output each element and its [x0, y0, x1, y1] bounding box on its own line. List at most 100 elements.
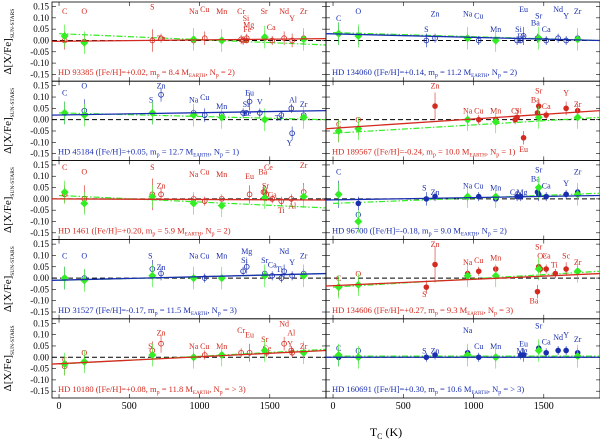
- label-part: = 1): [223, 146, 239, 156]
- element-label: Cu: [474, 12, 483, 21]
- label-part: HD 189567 ([Fe/H]=-0.24, m: [332, 146, 433, 156]
- trend-line: [51, 349, 327, 365]
- element-label: Sr: [262, 181, 269, 190]
- element-label: S: [149, 95, 153, 104]
- element-label: Zn: [157, 328, 166, 337]
- y-axis-title: Δ[X/Fe]SUN-STARS: [2, 167, 16, 233]
- element-label: Zn: [157, 34, 166, 43]
- element-label: Mg: [243, 21, 254, 30]
- y-tick-label: -0.15: [30, 228, 49, 238]
- y-tick-label: 0.05: [33, 341, 49, 351]
- y-axis-title: Δ[X/Fe]SUN-STARS: [2, 9, 16, 75]
- element-label: S: [422, 290, 426, 299]
- y-tick-label: -0.05: [30, 364, 49, 374]
- y-tick-label: 0.00: [33, 352, 49, 362]
- element-label: Na: [189, 251, 199, 260]
- element-label: Zn: [157, 82, 166, 91]
- label-part: = > 3): [223, 384, 246, 394]
- green-diamond: [260, 271, 269, 280]
- green-diamond: [463, 192, 472, 201]
- label-part: p: [435, 311, 438, 317]
- label-part: = 3): [497, 305, 513, 315]
- element-label: Y: [287, 138, 293, 147]
- element-label: Mn: [216, 170, 227, 179]
- y-title-main: Δ[X/Fe]: [2, 355, 14, 391]
- element-label: Zn: [157, 263, 166, 272]
- y-tick-label: 0.10: [33, 250, 49, 260]
- y-title-sub: SUN-STARS: [10, 246, 16, 276]
- green-diamond: [299, 113, 308, 122]
- y-axis-labels: 0.150.100.050.00-0.05-0.10-0.15Δ[X/Fe]SU…: [2, 2, 50, 397]
- green-diamond: [534, 265, 543, 274]
- element-point: [240, 268, 246, 275]
- element-label: Eu: [245, 331, 254, 340]
- label-part: , N: [488, 384, 498, 394]
- green-diamond: [217, 36, 226, 45]
- element-point: [278, 275, 285, 281]
- element-point: [289, 130, 295, 137]
- element-label: Ba: [258, 168, 267, 177]
- green-diamond: [354, 31, 363, 40]
- green-diamond: [60, 31, 69, 40]
- element-point: [269, 196, 275, 202]
- green-diamond: [299, 271, 308, 280]
- label-part: = 2): [214, 226, 230, 236]
- green-diamond: [80, 357, 89, 366]
- label-part: = 5.9 M: [155, 226, 185, 236]
- y-title-sub: SUN-STARS: [10, 167, 16, 197]
- y-tick-label: 0.10: [33, 13, 49, 23]
- panel-label: HD 10180 ([Fe/H]=+0.08, mp = 11.8 MEARTH…: [58, 384, 246, 396]
- green-diamond: [80, 276, 89, 285]
- element-point: [281, 340, 287, 347]
- element-label: Mn: [216, 251, 227, 260]
- element-label: Cu: [474, 256, 483, 265]
- y-tick-label: -0.05: [30, 284, 49, 294]
- element-label: Si: [243, 100, 250, 109]
- x-axis-labels: 0 500 1000 1500 0 500 1000 1500: [57, 401, 554, 412]
- element-label: Ti: [551, 260, 559, 269]
- element-point: [543, 37, 549, 44]
- label-part: = 10.6 M: [438, 384, 472, 394]
- green-diamond: [534, 346, 543, 355]
- element-label: Y: [289, 14, 295, 23]
- green-diamond: [60, 188, 69, 197]
- element-label: Zn: [431, 188, 440, 197]
- element-label: C: [336, 168, 341, 177]
- element-label: Zr: [574, 100, 582, 109]
- element-point: [243, 263, 250, 270]
- green-diamond: [299, 192, 308, 201]
- label-part: p: [155, 311, 158, 317]
- label-part: , N: [477, 226, 487, 236]
- y-tick-label: 0.00: [33, 115, 49, 125]
- element-label: Si: [515, 25, 522, 34]
- element-label: Ba: [531, 18, 540, 27]
- element-point: [289, 37, 295, 44]
- element-point: [269, 273, 275, 279]
- label-part: = 9.3 M: [438, 305, 468, 315]
- panel-label: HD 1461 ([Fe/H]=+0.20, mp = 5.9 MEARTH, …: [58, 226, 231, 238]
- element-point: [563, 37, 569, 44]
- element-label: Cu: [200, 93, 209, 102]
- element-label: Ca: [542, 251, 551, 260]
- label-part: = 11.5 M: [158, 305, 192, 315]
- label-part: p: [494, 311, 497, 317]
- green-trend-line: [332, 116, 600, 134]
- element-point: [563, 105, 569, 112]
- element-label: Sc: [562, 251, 570, 260]
- y-tick-label: -0.05: [30, 126, 49, 136]
- y-tick-label: -0.10: [30, 58, 49, 68]
- element-label: Nd: [279, 247, 289, 256]
- green-diamond: [189, 274, 198, 283]
- element-point: [355, 200, 362, 207]
- element-point: [543, 266, 549, 272]
- label-part: = 2): [501, 67, 517, 77]
- element-point: [543, 349, 549, 356]
- element-label: Si: [515, 107, 522, 116]
- label-part: , N: [201, 226, 211, 236]
- element-point: [288, 196, 295, 202]
